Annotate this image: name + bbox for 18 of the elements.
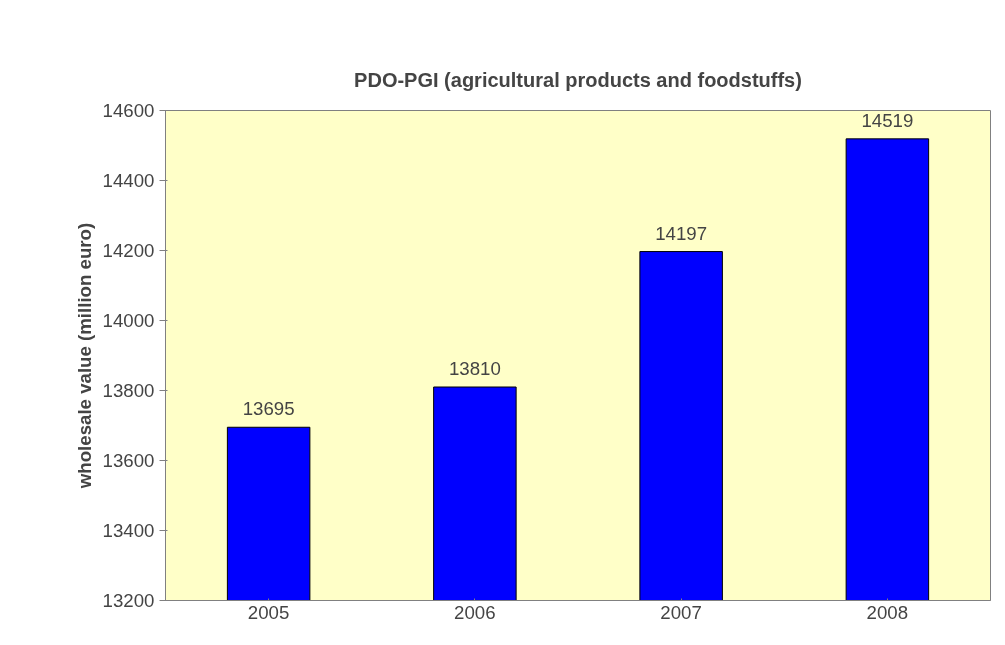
- x-tick-label: 2006: [454, 601, 496, 623]
- data-label: 13695: [242, 398, 295, 420]
- data-label: 14197: [655, 222, 708, 244]
- y-tick-label: 13400: [102, 520, 155, 541]
- y-tick-label: 14400: [102, 170, 155, 191]
- y-tick-label: 13800: [102, 380, 155, 401]
- y-tick-label: 14200: [102, 240, 155, 261]
- y-tick-label: 14600: [102, 100, 155, 121]
- x-tick-label: 2007: [660, 601, 702, 623]
- x-tick-label: 2008: [866, 601, 909, 623]
- y-axis-title: wholesale value (million euro): [73, 222, 95, 490]
- y-tick-label: 13200: [102, 590, 155, 611]
- y-tick-label: 14000: [102, 310, 155, 331]
- y-tick-label: 13600: [102, 450, 155, 471]
- x-tick-label: 2005: [247, 601, 290, 623]
- chart-title: PDO-PGI (agricultural products and foodstuffs): [354, 68, 802, 91]
- data-label: 14519: [861, 109, 914, 131]
- data-label: 13810: [448, 358, 501, 379]
